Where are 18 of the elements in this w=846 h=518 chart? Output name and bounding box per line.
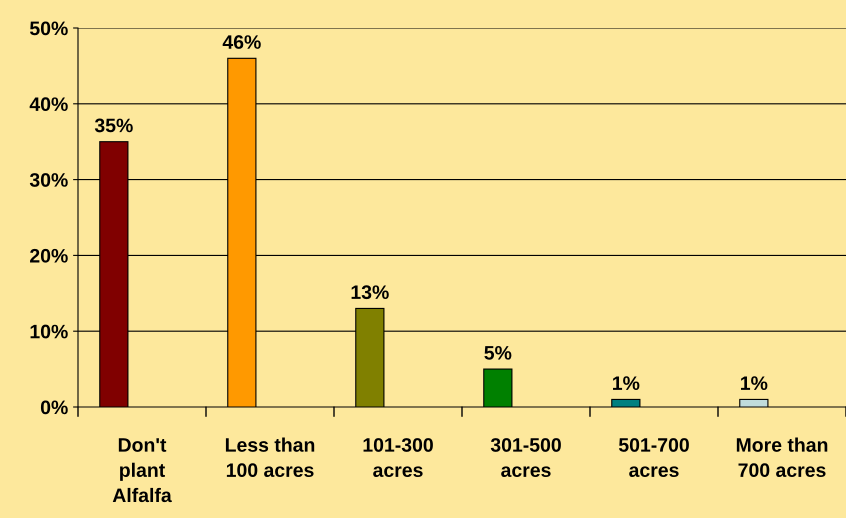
x-tick-label: Less than 100 acres <box>226 438 314 478</box>
data-label: 13% <box>352 285 389 300</box>
data-label: 46% <box>222 35 261 49</box>
data-label: 1% <box>741 376 768 390</box>
x-tick-label: More than 700 acres <box>736 438 828 478</box>
data-label: 1% <box>613 376 640 390</box>
x-tick-label: 101-300 acres <box>364 438 433 478</box>
data-label: 35% <box>94 118 133 132</box>
y-tick-label: 0% <box>40 400 68 414</box>
y-tick-label: 10% <box>30 324 68 338</box>
y-tick-label: 40% <box>30 97 68 112</box>
y-tick-label: 30% <box>30 173 68 187</box>
x-tick-label: Don't plant Alfalfa <box>112 438 172 502</box>
x-tick-label: 501-700 acres <box>618 438 689 478</box>
y-tick-label: 20% <box>30 248 68 263</box>
data-label: 5% <box>484 346 512 360</box>
x-tick-label: 301-500 acres <box>490 438 561 478</box>
y-tick-label: 50% <box>30 21 68 36</box>
